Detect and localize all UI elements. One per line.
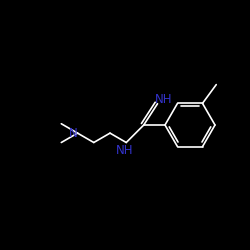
Text: N: N [69,127,78,140]
Text: NH: NH [155,93,172,106]
Text: NH: NH [116,144,134,157]
